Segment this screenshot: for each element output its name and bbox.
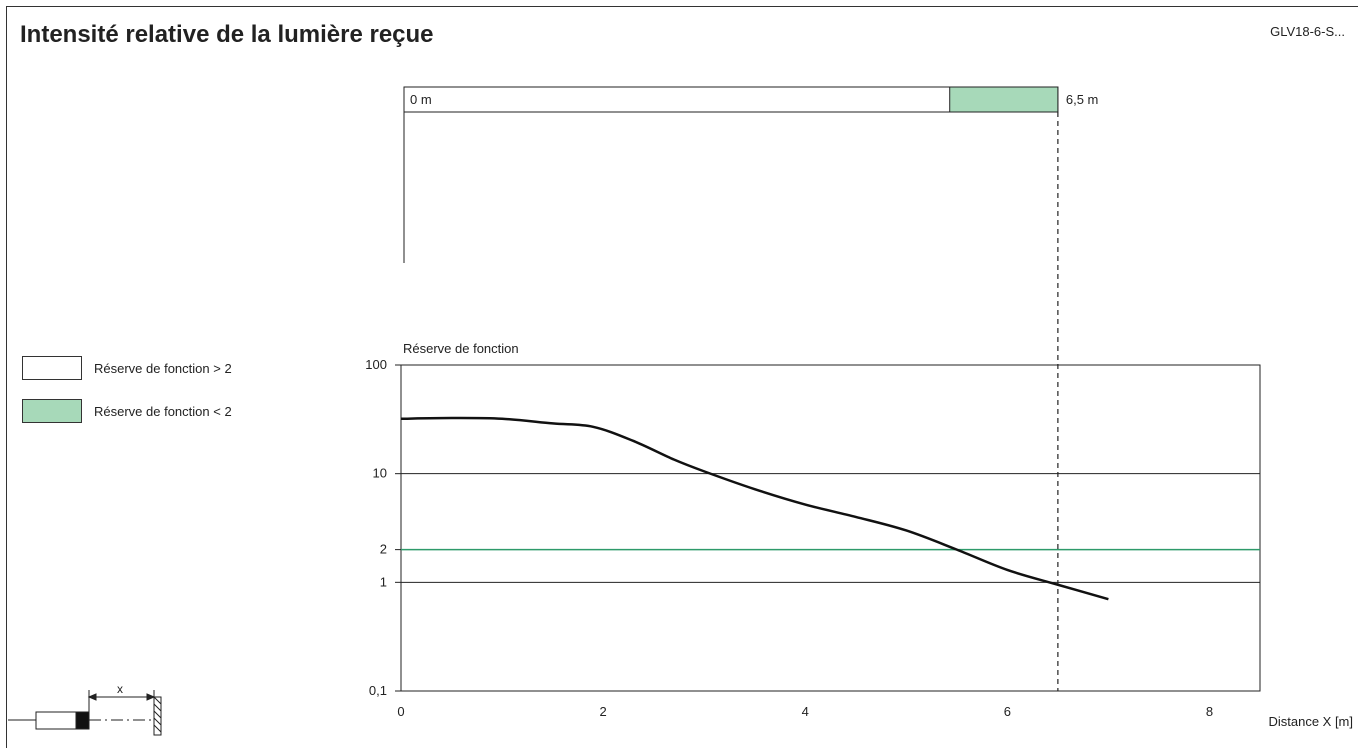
sensor-schematic-icon xyxy=(8,690,162,736)
legend-label: Réserve de fonction > 2 xyxy=(94,360,232,376)
y-tick-label: 0,1 xyxy=(369,683,387,698)
legend-item-above-2: Réserve de fonction > 2 xyxy=(22,355,232,381)
y-tick-label: 100 xyxy=(365,357,387,372)
page-title: Intensité relative de la lumière reçue xyxy=(20,21,434,48)
range-bar xyxy=(403,86,1059,113)
x-axis-label: Distance X [m] xyxy=(1268,714,1353,729)
plot-frame xyxy=(400,364,1261,692)
x-tick-label: 6 xyxy=(1004,704,1011,719)
range-bar-reserve-below-2 xyxy=(949,86,1059,113)
x-tick-label: 8 xyxy=(1206,704,1213,719)
distance-marker-label: x xyxy=(117,682,123,696)
y-tick-labels: 100 10 2 1 0,1 xyxy=(365,357,401,698)
gridlines xyxy=(401,473,1260,583)
range-end-label: 6,5 m xyxy=(1066,92,1099,107)
y-tick-label: 10 xyxy=(373,466,387,481)
legend-label: Réserve de fonction < 2 xyxy=(94,403,232,419)
y-tick-label: 2 xyxy=(380,542,387,557)
x-tick-label: 0 xyxy=(397,704,404,719)
series-line xyxy=(400,416,1109,601)
x-tick-label: 2 xyxy=(600,704,607,719)
product-code: GLV18-6-S... xyxy=(1270,24,1345,39)
legend-swatch-green xyxy=(22,399,82,423)
legend-swatch-white xyxy=(22,356,82,380)
page-frame xyxy=(6,6,1358,748)
legend-item-below-2: Réserve de fonction < 2 xyxy=(22,398,232,424)
x-tick-labels: 0 2 4 6 8 xyxy=(397,704,1213,719)
y-axis-label: Réserve de fonction xyxy=(403,341,519,356)
y-tick-label: 1 xyxy=(380,574,387,589)
range-start-label: 0 m xyxy=(410,92,432,107)
x-tick-label: 4 xyxy=(802,704,809,719)
